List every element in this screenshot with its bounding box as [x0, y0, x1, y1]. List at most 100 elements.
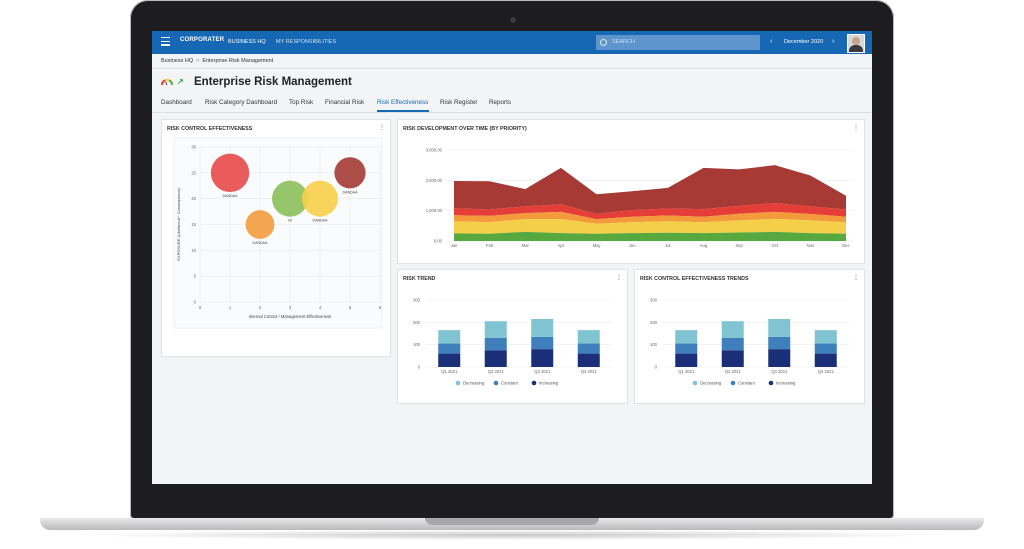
card-title: RISK CONTROL EFFECTIVENESS TRENDS: [640, 276, 749, 282]
trend-up-icon: ↗: [177, 77, 184, 86]
x-tick-label: Apr: [558, 243, 565, 248]
y-tick-label: 1,000.00: [426, 208, 443, 213]
bar-segment: [438, 353, 461, 367]
x-tick-label: 3: [289, 305, 292, 310]
breadcrumb-business-hq[interactable]: Business HQ: [161, 58, 194, 64]
bar-segment: [768, 336, 791, 350]
x-tick-label: Aug: [700, 243, 708, 248]
nav-business-hq[interactable]: BUSINESS HQ: [228, 39, 266, 45]
bubble-chart: 0 5 10 15 20 25 30 0 1 2 3 4 5 6 Internal Control / Ma…: [173, 137, 383, 329]
legend-marker: [455, 380, 461, 386]
bar-segment: [814, 343, 837, 354]
bar-segment: [531, 349, 554, 367]
bar-segment: [721, 337, 744, 351]
tab-financial-risk[interactable]: Financial Risk: [325, 99, 365, 106]
y-tick-label: 3,000.00: [426, 148, 443, 153]
x-tick-label: Q1 2021: [441, 369, 458, 374]
legend-label: Increasing: [539, 381, 559, 386]
bar-segment: [721, 321, 744, 338]
y-axis-label: EXPOSURE (Likelihood * Consequence): [176, 188, 181, 261]
area-series: [454, 211, 846, 224]
bar-segment: [438, 343, 461, 354]
tab-risk-category-dashboard[interactable]: Risk Category Dashboard: [205, 99, 278, 106]
card-title: RISK TREND: [403, 276, 436, 282]
laptop-shadow: [70, 530, 954, 540]
y-tick-label: 5: [194, 274, 197, 279]
avatar[interactable]: [847, 34, 865, 53]
bar-segment: [675, 353, 698, 367]
x-tick-label: May: [593, 243, 602, 248]
card-menu-icon[interactable]: ⋮: [853, 125, 859, 131]
y-tick-label: 300: [413, 298, 421, 303]
x-tick-label: Dec: [842, 243, 849, 248]
stacked-bar-chart: 0 100 200 300 Q1 2021 Q2 2021 Q3 2021 Q4 2021 De…: [413, 298, 612, 386]
risk-control-trends-card: RISK CONTROL EFFECTIVENESS TRENDS ⋮ 0 100…: [634, 269, 865, 404]
search-icon: [600, 39, 607, 46]
title-menu-icon[interactable]: ⋮: [340, 79, 347, 86]
y-tick-label: 15: [191, 222, 196, 227]
card-menu-icon[interactable]: ⋮: [379, 125, 385, 131]
card-title: RISK CONTROL EFFECTIVENESS: [167, 126, 253, 132]
legend-marker: [531, 380, 537, 386]
y-tick-label: 100: [650, 342, 658, 347]
y-tick-label: 20: [191, 196, 196, 201]
bar-segment: [484, 337, 507, 351]
x-tick-label: Feb: [486, 243, 494, 248]
legend-marker: [768, 380, 774, 386]
app-logo[interactable]: CORPORATER: [180, 37, 225, 43]
x-tick-label: Q4 2021: [818, 369, 835, 374]
x-tick-label: Jan: [451, 243, 458, 248]
breadcrumb-current[interactable]: Enterprise Risk Management: [202, 58, 274, 64]
legend-label: Decreasing: [700, 381, 722, 386]
bubble-label: DANDAA: [253, 241, 269, 245]
menu-icon[interactable]: [161, 37, 170, 46]
y-tick-label: 200: [413, 320, 421, 325]
bar-segment: [814, 353, 837, 367]
y-tick-label: 200: [650, 320, 658, 325]
x-tick-label: 1: [229, 305, 232, 310]
tab-risk-effectiveness[interactable]: Risk Effectiveness: [377, 99, 429, 106]
period-selector[interactable]: December 2020: [784, 39, 824, 45]
bar-segment: [531, 318, 554, 337]
chevron-right-icon[interactable]: ›: [832, 38, 835, 45]
bubble-point: [272, 180, 308, 217]
bar-segment: [577, 330, 600, 344]
area-chart: 0.00 1,000.00 2,000.00 3,000.00 Jan Feb Mar Apr…: [426, 148, 854, 248]
risk-development-card: RISK DEVELOPMENT OVER TIME (BY PRIORITY)…: [397, 119, 865, 264]
divider: [152, 68, 872, 69]
x-tick-label: 2: [259, 305, 262, 310]
bubble-point: [245, 210, 275, 239]
bubble-point: [210, 153, 250, 193]
area-series: [454, 218, 846, 234]
bar-segment: [814, 330, 837, 344]
tab-dashboard[interactable]: Dashboard: [161, 99, 192, 106]
bar-segment: [577, 343, 600, 354]
y-tick-label: 0: [194, 300, 197, 305]
x-axis-label: Internal Control / Management Effectiven…: [249, 314, 332, 319]
chevron-left-icon[interactable]: ‹: [770, 38, 773, 45]
gauge-icon: [161, 78, 173, 86]
x-tick-label: Q1 2021: [678, 369, 695, 374]
tab-reports[interactable]: Reports: [489, 99, 512, 106]
card-menu-icon[interactable]: ⋮: [616, 275, 622, 281]
laptop-notch: [425, 518, 599, 525]
tab-top-risk[interactable]: Top Risk: [289, 99, 314, 106]
area-series: [454, 231, 846, 241]
x-tick-label: 4: [319, 305, 322, 310]
bar-segment: [768, 349, 791, 367]
x-tick-label: Q3 2021: [771, 369, 788, 374]
y-tick-label: 0: [655, 365, 658, 370]
y-tick-label: 25: [191, 170, 196, 175]
card-menu-icon[interactable]: ⋮: [853, 275, 859, 281]
legend-marker: [730, 380, 736, 386]
y-tick-label: 10: [191, 248, 196, 253]
risk-trend-card: RISK TREND ⋮ 0 100 200 300 Q1 2021 Q2 2021 Q3 …: [397, 269, 628, 404]
bar-segment: [721, 350, 744, 367]
tab-risk-register[interactable]: Risk Register: [440, 99, 478, 106]
legend-label: Decreasing: [463, 381, 485, 386]
x-tick-label: Q2 2021: [488, 369, 505, 374]
legend-marker: [692, 380, 698, 386]
legend-marker: [493, 380, 499, 386]
nav-my-responsibilities[interactable]: MY RESPONSIBILITIES: [276, 39, 337, 45]
search-input[interactable]: SEARCH: [596, 35, 760, 50]
